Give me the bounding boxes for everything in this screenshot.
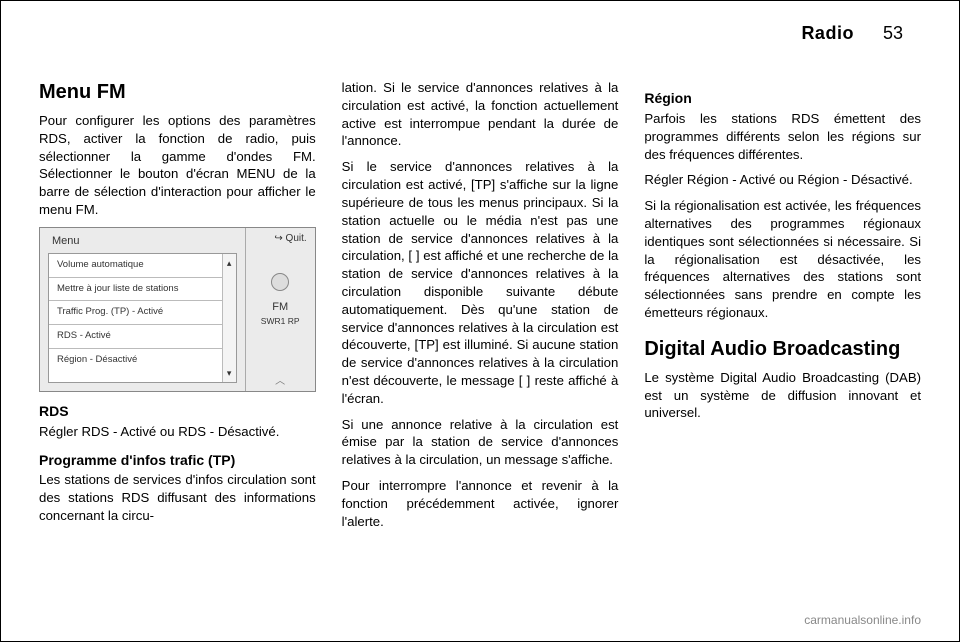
col2-p3: Si une annonce relative à la circulation… (342, 416, 619, 469)
col2-p1: lation. Si le service d'annonces relativ… (342, 79, 619, 150)
menu-item[interactable]: Traffic Prog. (TP) - Activé (49, 301, 222, 325)
quit-label: Quit. (286, 233, 307, 244)
chevron-up-icon[interactable]: ︿ (275, 375, 285, 389)
menu-item[interactable]: Mettre à jour liste de stations (49, 278, 222, 302)
manual-page: Radio 53 Menu FM Pour configurer les opt… (0, 0, 960, 642)
quit-button[interactable]: ↪ Quit. (246, 228, 315, 246)
region-p3: Si la régionalisation est activée, les f… (644, 197, 921, 322)
menu-item[interactable]: RDS - Activé (49, 325, 222, 349)
band-label: FM (272, 301, 288, 313)
menu-item[interactable]: Région - Désactivé (49, 349, 222, 372)
menu-fm-intro: Pour configurer les options des paramètr… (39, 112, 316, 219)
region-heading: Région (644, 89, 921, 108)
content-columns: Menu FM Pour configurer les options des … (39, 79, 921, 599)
scroll-up-icon[interactable]: ▴ (227, 257, 232, 269)
column-2: lation. Si le service d'annonces relativ… (342, 79, 619, 599)
device-menu-list: Volume automatique Mettre à jour liste d… (48, 253, 237, 383)
rds-text: Régler RDS - Activé ou RDS - Désactivé. (39, 423, 316, 441)
device-menu-title: Menu (48, 234, 237, 249)
region-p2: Régler Région - Activé ou Région - Désac… (644, 171, 921, 189)
page-header: Radio 53 (801, 23, 903, 44)
region-p1: Parfois les stations RDS émettent des pr… (644, 110, 921, 163)
column-1: Menu FM Pour configurer les options des … (39, 79, 316, 599)
dab-heading: Digital Audio Broadcasting (644, 336, 921, 363)
page-number: 53 (883, 23, 903, 43)
antenna-icon (271, 273, 289, 291)
band-indicator: FM SWR1 RP (261, 273, 300, 328)
device-left-panel: Menu Volume automatique Mettre à jour li… (40, 228, 245, 391)
device-menu-items: Volume automatique Mettre à jour liste d… (49, 254, 222, 382)
rds-heading: RDS (39, 402, 316, 421)
tp-heading: Programme d'infos trafic (TP) (39, 451, 316, 470)
col2-p4: Pour interrompre l'annonce et revenir à … (342, 477, 619, 530)
col2-p2: Si le service d'annonces relatives à la … (342, 158, 619, 407)
scroll-down-icon[interactable]: ▾ (227, 367, 232, 379)
menu-item[interactable]: Volume automatique (49, 254, 222, 278)
section-label: Radio (801, 23, 854, 43)
station-label: SWR1 RP (261, 316, 300, 326)
dab-text: Le système Digital Audio Broadcasting (D… (644, 369, 921, 422)
menu-fm-heading: Menu FM (39, 79, 316, 106)
device-scrollbar[interactable]: ▴ ▾ (222, 254, 236, 382)
tp-text: Les stations de services d'infos circula… (39, 471, 316, 524)
device-screenshot: Menu Volume automatique Mettre à jour li… (39, 227, 316, 392)
column-3: Région Parfois les stations RDS émettent… (644, 79, 921, 599)
device-right-panel: ↪ Quit. FM SWR1 RP ︿ (245, 228, 315, 391)
source-footnote: carmanualsonline.info (804, 613, 921, 627)
quit-icon: ↪ (274, 233, 282, 244)
